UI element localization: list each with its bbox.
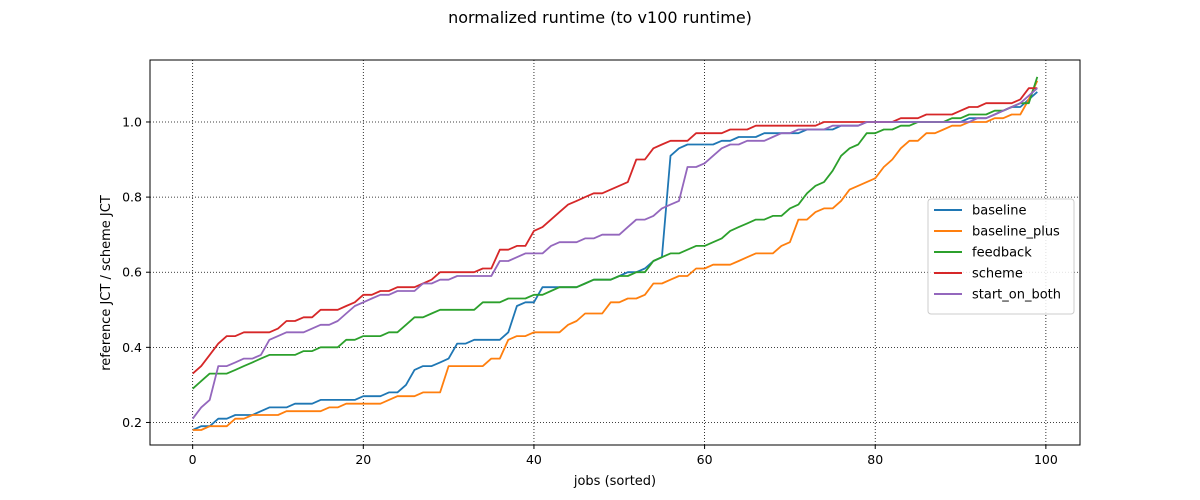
legend-box xyxy=(927,198,1075,315)
y-axis-label: reference JCT / scheme JCT xyxy=(99,195,114,371)
legend-label: start_on_both xyxy=(972,288,1061,303)
x-axis-label: jobs (sorted) xyxy=(573,474,656,489)
series-line-feedback xyxy=(192,76,1039,390)
y-tick-label: 0.2 xyxy=(122,415,142,430)
series-line-scheme xyxy=(192,87,1038,375)
x-tick-label: 0 xyxy=(189,452,197,467)
x-tick-label: 20 xyxy=(355,452,371,467)
x-tick-label: 60 xyxy=(697,452,713,467)
series-line-start-on-both xyxy=(191,87,1038,420)
plot-area xyxy=(149,59,1081,446)
chart-title: normalized runtime (to v100 runtime) xyxy=(448,8,752,27)
x-tick-label: 40 xyxy=(526,452,542,467)
x-tick-label: 80 xyxy=(867,452,883,467)
y-tick-label: 1.0 xyxy=(122,114,142,129)
legend: baseline baseline_plus feedback scheme start… xyxy=(927,198,1075,315)
series-lines xyxy=(191,76,1039,431)
series-line-baseline xyxy=(192,91,1038,431)
x-tick-label: 100 xyxy=(1034,452,1058,467)
y-tick-label: 0.8 xyxy=(122,190,142,205)
series-line-baseline-plus xyxy=(192,80,1039,431)
y-tick-label: 0.4 xyxy=(122,340,142,355)
legend-label: baseline_plus xyxy=(972,225,1060,240)
legend-label: feedback xyxy=(972,246,1032,261)
legend-label: baseline xyxy=(972,204,1026,219)
y-tick-label: 0.6 xyxy=(122,265,142,280)
axis-ticks: 0 20 40 60 80 100 0.2 0.4 0.6 0.8 1.0 xyxy=(122,114,1058,467)
legend-label: scheme xyxy=(972,267,1023,282)
